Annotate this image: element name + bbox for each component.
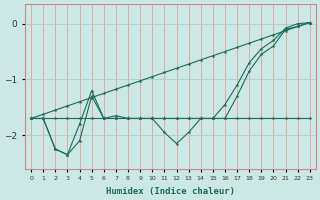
- X-axis label: Humidex (Indice chaleur): Humidex (Indice chaleur): [106, 187, 235, 196]
